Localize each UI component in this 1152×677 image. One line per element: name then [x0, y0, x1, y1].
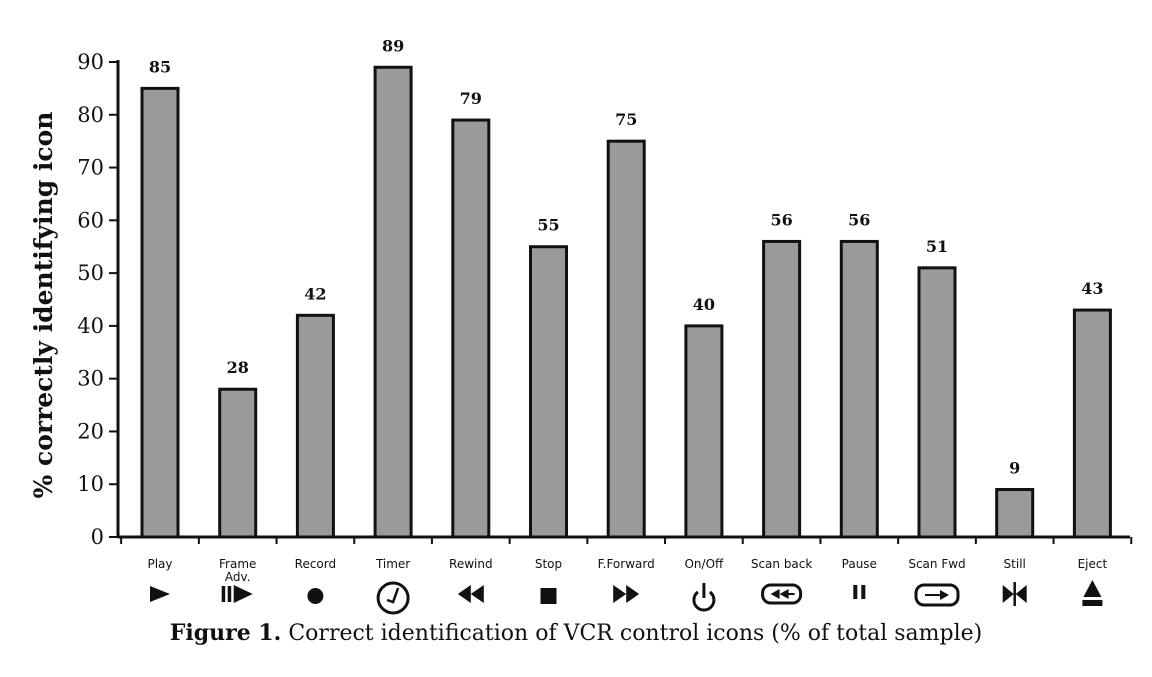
- figure-caption: Figure 1. Correct identification of VCR …: [0, 620, 1152, 646]
- y-tick-label: 40: [77, 314, 104, 338]
- bar: [295, 313, 335, 539]
- bar: [140, 86, 180, 539]
- bar: [218, 387, 258, 539]
- bar-value-label: 28: [227, 358, 249, 377]
- still-icon: [1002, 582, 1027, 606]
- category-label: Still: [1004, 557, 1026, 571]
- bar: [1072, 308, 1112, 539]
- bar-value-label: 51: [926, 237, 948, 256]
- eject-icon: [1082, 580, 1103, 606]
- y-tick-label: 0: [91, 525, 104, 549]
- stop-icon: [540, 588, 557, 604]
- category-labels: Play Frame Adv. Record Timer Rewind Stop F.Forw…: [147, 557, 1107, 584]
- pause-icon: [853, 585, 866, 599]
- record-icon: [307, 588, 324, 604]
- category-label: Scan Fwd: [908, 557, 965, 571]
- bar-chart: % correctly identifying icon 0 10 20 30 40 50…: [29, 36, 1133, 615]
- bar: [529, 245, 568, 539]
- scan-back-icon: [761, 583, 803, 605]
- bar-value-label: 56: [848, 210, 870, 229]
- category-label: Timer: [375, 557, 410, 571]
- bar: [684, 324, 724, 539]
- rewind-icon: [457, 585, 484, 603]
- category-label: On/Off: [684, 557, 724, 571]
- bar: [995, 488, 1035, 539]
- category-label: Rewind: [449, 557, 493, 571]
- bars: [140, 65, 1112, 539]
- bar: [606, 139, 646, 539]
- caption-prefix: Figure 1.: [169, 620, 282, 646]
- bar: [451, 118, 491, 539]
- y-tick-label: 10: [77, 472, 104, 496]
- bar: [917, 266, 957, 539]
- bar: [762, 239, 802, 539]
- y-tick-label: 50: [77, 261, 104, 285]
- bar-value-label: 9: [1009, 459, 1020, 478]
- bar-value-label: 55: [537, 216, 559, 235]
- play-icon: [150, 586, 170, 602]
- bar-value-label: 42: [304, 284, 326, 303]
- bar-value-label: 56: [770, 210, 792, 229]
- power-icon: [692, 583, 716, 612]
- scan-forward-icon: [914, 583, 960, 607]
- bar-value-label: 89: [382, 36, 404, 55]
- y-tick-label: 60: [77, 208, 104, 232]
- category-label: Eject: [1078, 557, 1108, 571]
- caption-text: Correct identification of VCR control ic…: [288, 621, 983, 646]
- y-tick-label: 30: [77, 367, 104, 391]
- bar-value-label: 75: [615, 110, 637, 129]
- category-label: Record: [295, 557, 336, 571]
- bar: [373, 65, 413, 539]
- bar-value-label: 43: [1081, 279, 1103, 298]
- timer-icon: [376, 581, 410, 615]
- y-tick-label: 80: [77, 103, 104, 127]
- category-label: Play: [147, 557, 172, 571]
- category-label: Pause: [842, 557, 877, 571]
- bar-value-label: 85: [149, 57, 171, 76]
- category-label: Scan back: [751, 557, 813, 571]
- y-tick-label: 90: [77, 50, 104, 74]
- axes: 0 10 20 30 40 50 60 70 80 90: [77, 50, 1133, 549]
- y-axis-title: % correctly identifying icon: [29, 112, 58, 499]
- category-icons: [150, 580, 1103, 615]
- y-tick-label: 20: [77, 419, 104, 443]
- frame-advance-icon: [221, 585, 253, 603]
- bar-value-label: 40: [693, 295, 715, 314]
- y-axis-title-group: % correctly identifying icon: [29, 112, 58, 499]
- y-tick-label: 70: [77, 156, 104, 180]
- bar-value-label: 79: [460, 89, 482, 108]
- category-label: F.Forward: [598, 557, 655, 571]
- value-labels: 85 28 42 89 79 55 75 40 56 56 51 9 43: [149, 36, 1104, 477]
- bar: [839, 239, 879, 539]
- fast-forward-icon: [613, 585, 640, 603]
- category-label: Frame Adv.: [219, 557, 256, 584]
- category-label: Stop: [535, 557, 562, 571]
